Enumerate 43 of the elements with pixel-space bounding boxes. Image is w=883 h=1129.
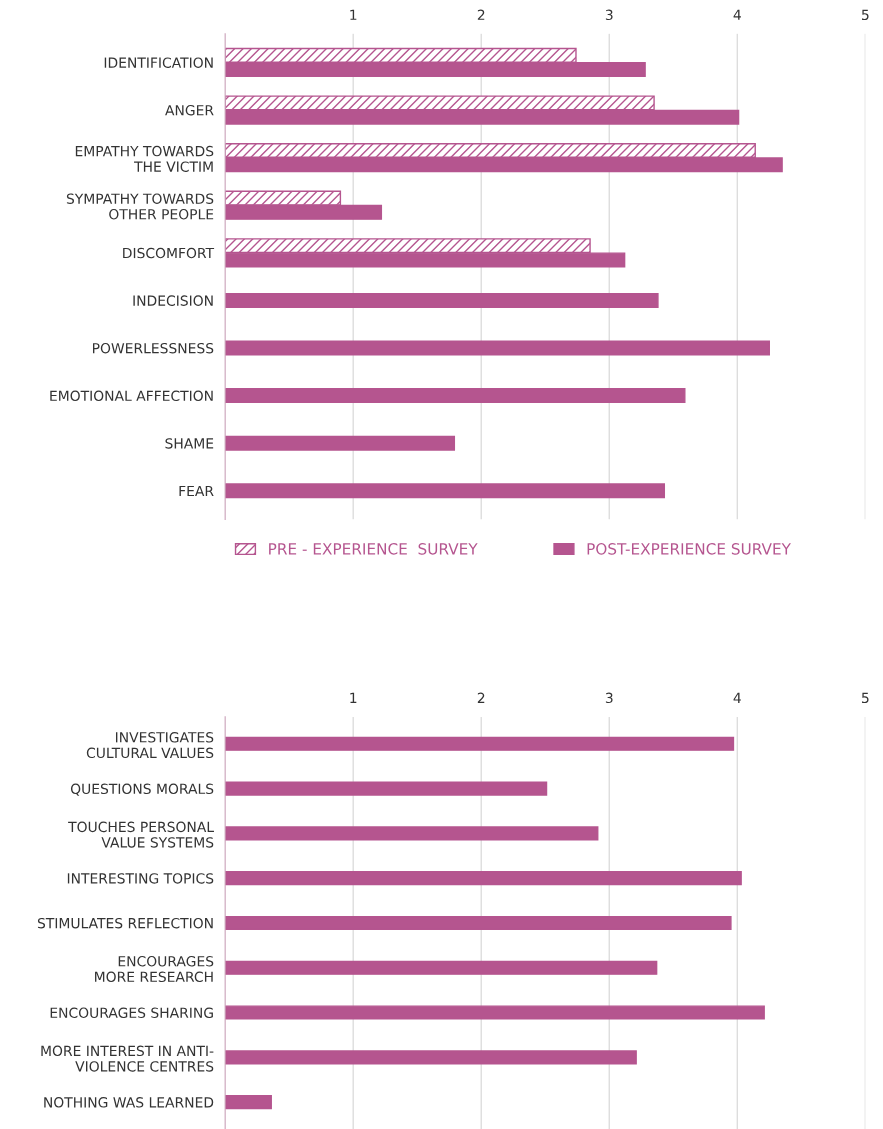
bar: [225, 1050, 637, 1065]
y-tick-label: ANGER: [165, 104, 214, 116]
y-tick-label: TOUCHES PERSONAL VALUE SYSTEMS: [68, 821, 214, 848]
y-tick-label: DISCOMFORT: [123, 247, 215, 259]
bar: [225, 483, 666, 499]
y-tick-label: INTERESTING TOPICS: [67, 873, 214, 884]
y-tick-label: EMPATHY TOWARDS THE VICTIM: [75, 145, 214, 172]
x-tick-label: 4: [733, 692, 741, 703]
y-tick-label: STIMULATES REFLECTION: [37, 917, 213, 929]
x-tick-label: 2: [477, 9, 485, 20]
bar: [225, 1005, 765, 1020]
y-tick-label: SHAME: [165, 438, 214, 449]
y-tick-label: EMOTIONAL AFFECTION: [50, 390, 213, 402]
x-tick-label: 2: [477, 692, 485, 703]
y-tick-label: QUESTIONS MORALS: [70, 783, 214, 796]
y-tick-label: ENCOURAGES SHARING: [50, 1007, 213, 1019]
bar: [225, 781, 548, 796]
bar: [225, 1095, 272, 1110]
bar: [225, 388, 686, 404]
x-tick-label: 3: [605, 9, 613, 21]
y-tick-label: INDECISION: [133, 295, 213, 306]
x-tick-label: 5: [861, 692, 869, 704]
y-tick-label: SYMPATHY TOWARDS OTHER PEOPLE: [66, 193, 214, 220]
x-tick-label: 1: [350, 692, 357, 703]
bar: [225, 871, 742, 886]
legend-label: PRE - EXPERIENCE SURVEY: [269, 543, 478, 555]
y-tick-label: IDENTIFICATION: [104, 57, 213, 68]
x-tick-label: 3: [605, 692, 613, 704]
bar: [225, 826, 599, 841]
x-tick-label: 1: [350, 9, 357, 20]
y-tick-label: NOTHING WAS LEARNED: [44, 1097, 214, 1108]
bar: [225, 960, 658, 975]
legend-label: POST-EXPERIENCE SURVEY: [587, 543, 791, 555]
bar: [225, 435, 456, 451]
y-tick-label: FEAR: [179, 485, 214, 497]
x-tick-label: 4: [733, 9, 741, 20]
x-tick-label: 5: [861, 9, 869, 21]
y-tick-label: MORE INTEREST IN ANTI- VIOLENCE CENTRES: [41, 1045, 214, 1072]
bar: [225, 736, 735, 751]
bar: [225, 915, 732, 931]
y-tick-label: POWERLESSNESS: [93, 342, 214, 354]
y-tick-label: ENCOURAGES MORE RESEARCH: [95, 956, 214, 983]
y-tick-label: INVESTIGATES CULTURAL VALUES: [86, 732, 214, 759]
